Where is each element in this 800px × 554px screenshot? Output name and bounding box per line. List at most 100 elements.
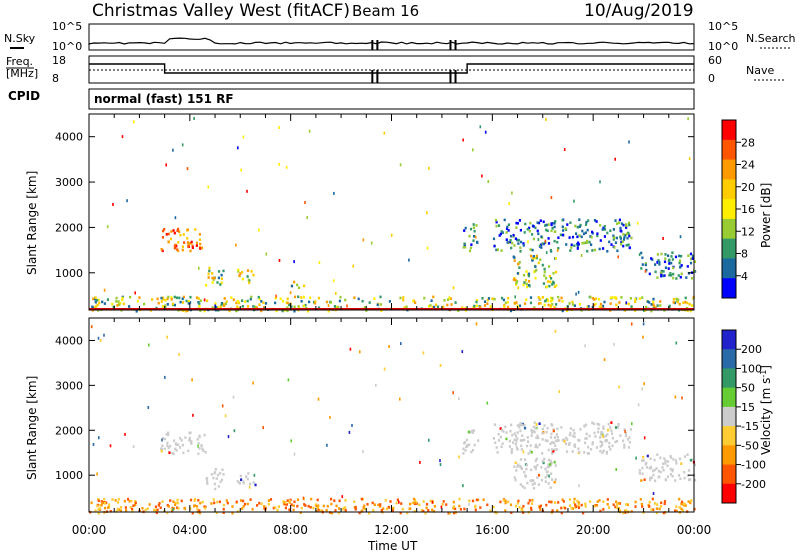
velocity-colorbar-label-close: ] [759, 365, 773, 370]
heat-cell-sparse [191, 378, 193, 381]
heat-cell [165, 299, 167, 302]
heat-cell [125, 509, 127, 512]
heat-cell [475, 301, 477, 304]
heat-cell [334, 509, 336, 512]
heat-cell-sparse [439, 459, 441, 462]
heat-cell [583, 425, 585, 428]
heat-cell [535, 269, 537, 272]
velocity-colorbar-label-text: Velocity [m s [759, 378, 773, 455]
heat-cell [470, 247, 472, 250]
heat-cell [503, 306, 505, 309]
heat-cell [610, 429, 612, 432]
heat-cell [525, 298, 527, 301]
heat-cell [466, 445, 468, 448]
heat-cell [169, 499, 171, 502]
heat-cell [587, 229, 589, 232]
heat-cell [561, 297, 563, 300]
heat-cell [549, 281, 551, 284]
heat-cell-sparse [388, 345, 390, 348]
heat-cell [548, 223, 550, 226]
heat-cell-sparse [110, 444, 112, 447]
heat-cell [569, 434, 571, 437]
heat-cell-sparse [675, 395, 677, 398]
heat-cell [572, 236, 574, 239]
heat-cell [656, 276, 658, 279]
heat-cell [566, 223, 568, 226]
heat-cell [656, 453, 658, 456]
heat-cell [160, 447, 162, 450]
heat-cell [620, 296, 622, 299]
heat-cell [682, 301, 684, 304]
heat-cell [263, 505, 265, 508]
heat-cell [517, 242, 519, 245]
heat-cell-sparse [266, 253, 268, 256]
heat-cell [555, 257, 557, 260]
heat-cell [641, 257, 643, 260]
heat-cell [157, 298, 159, 301]
heat-cell-sparse [689, 157, 691, 160]
heat-cell [468, 431, 470, 434]
heat-cell [542, 438, 544, 441]
heat-cell [303, 305, 305, 308]
heat-cell [531, 499, 533, 502]
heat-cell [655, 271, 657, 274]
heat-cell [167, 303, 169, 306]
heat-cell [591, 231, 593, 234]
heat-cell-sparse [384, 368, 386, 371]
heat-cell [426, 503, 428, 506]
heat-cell [268, 503, 270, 506]
heat-cell-sparse [112, 203, 114, 206]
heat-cell [659, 508, 661, 511]
heat-cell [622, 440, 624, 443]
heat-cell [542, 460, 544, 463]
heat-cell [523, 471, 525, 474]
heat-cell [584, 503, 586, 506]
heat-cell [658, 263, 660, 266]
heat-cell [178, 297, 180, 300]
heat-cell [649, 477, 651, 480]
heat-cell [237, 300, 239, 303]
heat-cell [562, 219, 564, 222]
heat-cell [252, 508, 254, 511]
heat-cell [593, 432, 595, 435]
colorbar-tick-label: 12 [741, 225, 755, 238]
heat-cell [196, 508, 198, 511]
heat-cell [276, 509, 278, 512]
heat-cell [323, 505, 325, 508]
heat-cell [531, 502, 533, 505]
colorbar-tick-label: 15 [741, 401, 755, 414]
heat-cell [303, 285, 305, 288]
heat-cell [642, 263, 644, 266]
heat-cell [596, 220, 598, 223]
heat-cell [634, 300, 636, 303]
heat-cell [529, 248, 531, 251]
heat-cell [658, 470, 660, 473]
heat-cell [202, 501, 204, 504]
heat-cell [616, 222, 618, 225]
heat-cell [211, 473, 213, 476]
heat-cell [678, 498, 680, 501]
heat-cell [596, 232, 598, 235]
heat-cell [111, 498, 113, 501]
heat-cell [262, 301, 264, 304]
heat-cell-sparse [249, 486, 251, 489]
heat-cell [519, 246, 521, 249]
heat-cell [501, 297, 503, 300]
heat-cell [593, 505, 595, 508]
heat-cell-sparse [293, 260, 295, 263]
heat-cell [363, 505, 365, 508]
heat-cell-sparse [352, 265, 354, 268]
velocity-colorbar-label: Velocity [m s-1] [759, 365, 774, 455]
heat-cell-sparse [485, 131, 487, 134]
x-tick-label: 04:00 [173, 523, 208, 537]
heat-cell-sparse [288, 378, 290, 381]
heat-cell [606, 250, 608, 253]
heat-cell [187, 228, 189, 231]
heat-cell [606, 232, 608, 235]
heat-cell [686, 453, 688, 456]
heat-cell [168, 505, 170, 508]
heat-cell [640, 479, 642, 482]
heat-cell [658, 476, 660, 479]
heat-cell-sparse [290, 291, 292, 294]
heat-cell [554, 286, 556, 289]
